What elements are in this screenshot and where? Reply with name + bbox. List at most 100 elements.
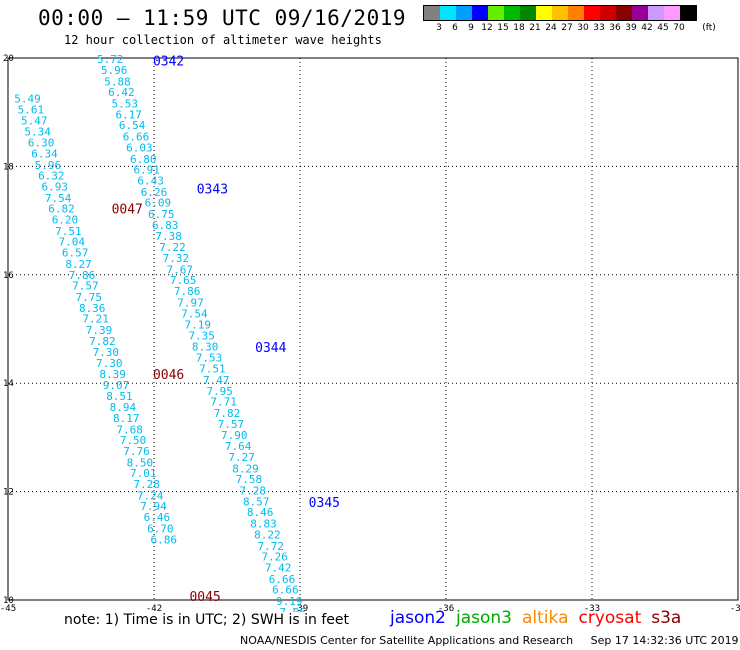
swh-value: 7.30	[96, 357, 123, 370]
swh-value: 7.90	[221, 429, 248, 442]
legend-label: 30	[577, 23, 589, 33]
swh-value: 8.46	[247, 506, 274, 519]
legend-label: 36	[609, 23, 621, 33]
swh-value: 7.54	[181, 307, 208, 320]
swh-value: 8.57	[243, 495, 270, 508]
y-tick-label: 12	[3, 488, 14, 498]
swh-value: 7.58	[236, 473, 263, 486]
legend-label: 21	[529, 23, 541, 33]
swh-value: 8.27	[65, 258, 92, 271]
swh-value: 7.54	[45, 192, 72, 205]
x-tick-label: -36	[438, 604, 454, 612]
legend-swatch	[680, 6, 696, 20]
swh-value: 5.53	[112, 98, 139, 111]
swh-value: 7.30	[93, 346, 120, 359]
swh-value: 6.83	[152, 219, 179, 232]
swh-value: 7.26	[261, 551, 288, 564]
swh-value: 7.28	[133, 478, 160, 491]
legend-swatch	[456, 6, 472, 20]
legend-swatch	[648, 6, 664, 20]
swh-value: 7.51	[199, 363, 226, 376]
footer-note: note: 1) Time is in UTC; 2) SWH is in fe…	[64, 612, 350, 628]
swh-value: 6.75	[148, 208, 175, 221]
legend-swatch	[520, 6, 536, 20]
swh-value: 6.32	[38, 170, 65, 183]
swh-value: 6.43	[137, 174, 164, 187]
swh-value: 5.96	[35, 159, 62, 172]
x-tick-label: -42	[146, 604, 162, 612]
legend-label: 45	[657, 23, 669, 33]
swh-value: 5.61	[18, 103, 45, 116]
x-tick-label: -39	[292, 604, 308, 612]
swh-value: 7.35	[188, 330, 215, 343]
swh-value: 6.03	[126, 141, 153, 154]
swh-value: 7.51	[55, 225, 82, 238]
swh-value: 7.82	[214, 407, 241, 420]
swh-value: 9.07	[103, 379, 130, 392]
legend-swatch	[664, 6, 680, 20]
chart-title: 00:00 – 11:59 UTC 09/16/2019	[38, 6, 407, 30]
swh-value: 8.17	[113, 412, 140, 425]
swh-value: 6.17	[115, 108, 142, 121]
swh-value: 8.94	[110, 401, 137, 414]
pass-time-label: 0342	[153, 55, 184, 70]
swh-value: 7.39	[86, 324, 113, 337]
pass-time-label: 0046	[153, 368, 184, 383]
swh-value: 9.19	[276, 595, 303, 608]
swh-value: 7.76	[123, 445, 150, 458]
y-tick-label: 14	[3, 379, 14, 389]
legend-label: 3	[436, 23, 442, 33]
y-tick-label: 10	[3, 596, 14, 606]
swh-value: 8.83	[250, 518, 277, 531]
swh-value: 5.49	[14, 93, 41, 106]
legend-label: 12	[481, 23, 493, 33]
swh-value: 6.20	[52, 214, 79, 227]
swh-value: 6.46	[144, 511, 171, 524]
legend-label: 33	[593, 23, 605, 33]
swh-value: 7.19	[185, 319, 212, 332]
swh-value: 7.57	[218, 418, 245, 431]
swh-value: 8.30	[192, 340, 219, 353]
swh-value: 7.21	[82, 313, 109, 326]
legend-swatch	[536, 6, 552, 20]
swh-value: 7.22	[159, 241, 186, 254]
legend-label: 18	[513, 23, 525, 33]
swh-value: 7.27	[228, 451, 255, 464]
swh-value: 7.50	[120, 434, 147, 447]
swh-value: 6.86	[150, 533, 177, 546]
swh-value: 7.53	[196, 352, 223, 365]
satellite-altika: altika	[522, 608, 569, 628]
swh-value: 7.64	[225, 440, 252, 453]
pass-time-label: 0047	[112, 203, 143, 218]
color-legend: 3 6 9 12 15 18 21 24 27 30 33 36 39 42 45 70 (ft)	[423, 5, 716, 33]
altimeter-plot: -45-42-39-36-33-301012141618205.725.965.…	[0, 53, 740, 612]
footer-credit: NOAA/NESDIS Center for Satellite Applica…	[240, 634, 740, 647]
swh-value: 6.91	[133, 164, 160, 177]
x-tick-label: -45	[0, 604, 16, 612]
legend-label: 9	[468, 23, 474, 33]
swh-value: 7.71	[210, 396, 237, 409]
swh-value: 5.72	[97, 53, 124, 66]
swh-value: 7.32	[163, 252, 190, 265]
credit-text: NOAA/NESDIS Center for Satellite Applica…	[240, 634, 574, 647]
swh-value: 7.42	[265, 561, 292, 574]
swh-value: 6.09	[145, 197, 172, 210]
legend-label: 39	[625, 23, 637, 33]
x-tick-label: -33	[584, 604, 600, 612]
legend-swatch	[472, 6, 488, 20]
legend-label: 27	[561, 23, 573, 33]
swh-value: 7.24	[137, 489, 164, 502]
swh-value: 8.50	[127, 456, 154, 469]
timestamp-text: Sep 17 14:32:36 UTC 2019	[590, 634, 739, 647]
swh-value: 5.96	[101, 64, 128, 77]
legend-swatch	[424, 6, 440, 20]
swh-value: 6.66	[269, 573, 296, 586]
swh-value: 7.68	[116, 423, 143, 436]
legend-swatch	[552, 6, 568, 20]
swh-value: 7.75	[76, 291, 103, 304]
chart-subtitle: 12 hour collection of altimeter wave hei…	[64, 33, 382, 47]
swh-value: 6.66	[272, 584, 299, 597]
legend-swatch	[504, 6, 520, 20]
legend-swatch	[440, 6, 456, 20]
swh-value: 7.67	[167, 263, 194, 276]
